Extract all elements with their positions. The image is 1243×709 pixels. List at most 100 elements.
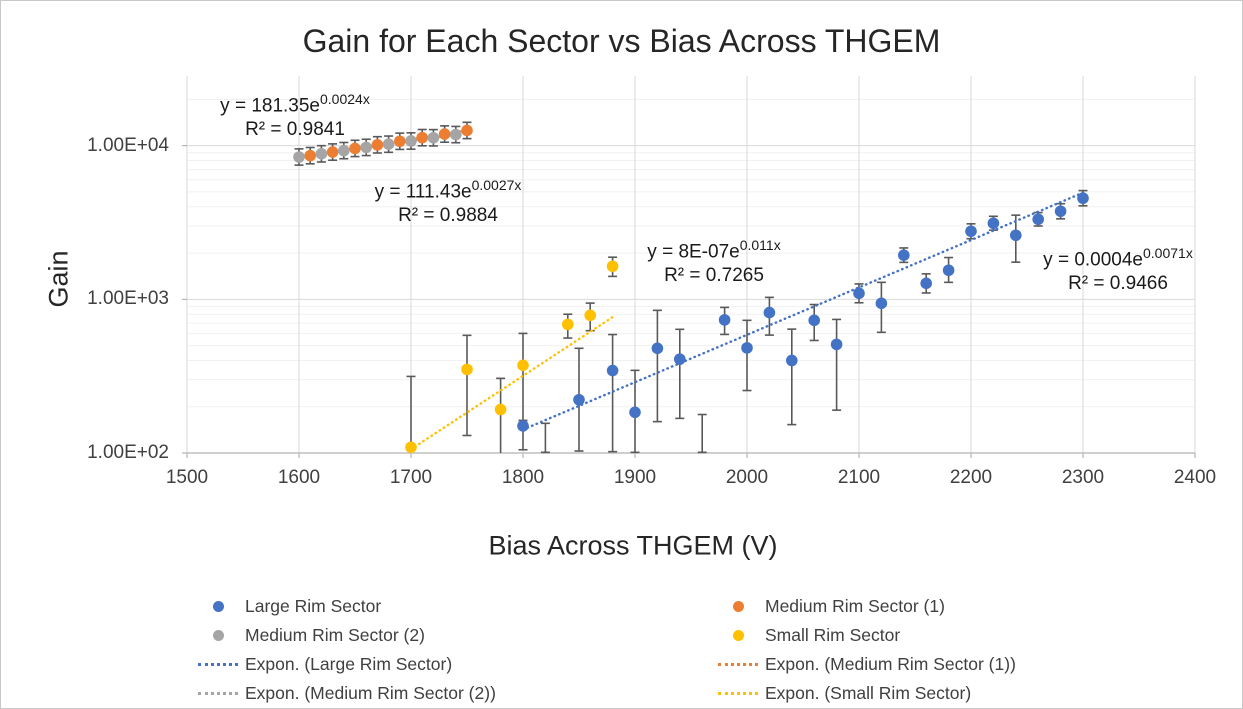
series-marker-icon (212, 629, 224, 641)
x-tick-label: 2300 (1061, 467, 1105, 488)
data-point[interactable] (920, 277, 932, 290)
legend-item-label: Small Rim Sector (765, 624, 901, 645)
legend-item[interactable]: Medium Rim Sector (2) (197, 622, 425, 648)
equation-r-squared: R² = 0.9884 (398, 205, 498, 227)
legend-item-label: Medium Rim Sector (2) (245, 624, 425, 645)
legend-dot-swatch (197, 600, 239, 612)
data-point[interactable] (875, 297, 888, 310)
data-point[interactable] (438, 128, 451, 140)
chart-title: Gain for Each Sector vs Bias Across THGE… (302, 23, 941, 59)
equation-base: y = 181.35e (220, 95, 321, 117)
trendline-equation: y = 0.0004e0.0071x R² = 0.9466 (1043, 241, 1193, 296)
data-point[interactable] (987, 217, 1000, 230)
equation-exponent: 0.0071x (1143, 245, 1193, 261)
data-point[interactable] (371, 139, 384, 151)
data-point[interactable] (360, 141, 373, 154)
data-point[interactable] (562, 318, 574, 331)
data-point[interactable] (349, 142, 361, 155)
trendline[interactable] (521, 191, 1085, 431)
legend-item[interactable]: Small Rim Sector (717, 622, 900, 648)
x-axis-title: Bias Across THGEM (V) (488, 530, 778, 561)
data-point[interactable] (1010, 229, 1022, 242)
x-tick-label: 1500 (165, 467, 209, 488)
x-tick-label: 2200 (949, 467, 993, 488)
equation-r-squared: R² = 0.9841 (245, 119, 345, 141)
y-tick-label: 1.00E+02 (87, 442, 169, 463)
data-point[interactable] (326, 146, 339, 158)
data-point[interactable] (898, 249, 910, 262)
legend-item[interactable]: Large Rim Sector (197, 593, 381, 619)
data-point[interactable] (584, 309, 596, 322)
data-point[interactable] (606, 364, 619, 377)
legend-line-swatch (197, 662, 239, 666)
data-point[interactable] (293, 151, 305, 163)
data-point[interactable] (450, 128, 462, 141)
legend-item[interactable]: Expon. (Medium Rim Sector (2)) (197, 680, 496, 706)
equation-base: y = 111.43e (374, 181, 472, 203)
equation-r-squared: R² = 0.7265 (664, 265, 764, 287)
data-point[interactable] (427, 131, 440, 144)
legend-dot-swatch (197, 629, 239, 641)
equation-exponent: 0.0024x (320, 91, 370, 107)
data-point[interactable] (573, 393, 585, 406)
data-point[interactable] (461, 363, 473, 376)
data-point[interactable] (1032, 213, 1044, 226)
equation-exponent: 0.0027x (471, 177, 522, 193)
data-point[interactable] (338, 144, 350, 157)
trendline[interactable] (409, 315, 614, 451)
data-point[interactable] (808, 314, 820, 327)
data-point[interactable] (315, 147, 328, 160)
legend-item[interactable]: Expon. (Small Rim Sector) (717, 680, 971, 706)
equation-r-squared: R² = 0.9466 (1068, 273, 1168, 295)
y-tick-label: 1.00E+03 (87, 288, 169, 310)
series-marker-icon (732, 600, 744, 612)
data-point[interactable] (416, 131, 429, 144)
data-point[interactable] (629, 406, 641, 419)
equation-base: y = 8E-07e (647, 241, 740, 263)
legend-item[interactable]: Expon. (Large Rim Sector) (197, 651, 452, 677)
data-point[interactable] (674, 353, 686, 365)
trendline-swatch-icon (198, 691, 238, 695)
data-point[interactable] (763, 306, 776, 319)
legend-dot-swatch (717, 600, 759, 612)
series-marker-icon (212, 600, 224, 612)
data-point[interactable] (651, 342, 664, 355)
legend-line-swatch (197, 691, 239, 695)
data-point[interactable] (461, 124, 473, 137)
legend-item-label: Expon. (Small Rim Sector) (765, 682, 972, 703)
equation-exponent: 0.011x (739, 237, 781, 253)
data-point[interactable] (965, 225, 977, 238)
data-point[interactable] (304, 149, 317, 162)
trendline-equation: y = 8E-07e0.011x R² = 0.7265 (647, 233, 780, 288)
data-point[interactable] (382, 138, 395, 151)
data-point[interactable] (517, 359, 529, 372)
plot-area[interactable] (1, 1, 1243, 576)
data-point[interactable] (405, 441, 417, 454)
x-tick-label: 2400 (1173, 467, 1217, 488)
legend-item-label: Expon. (Medium Rim Sector (1)) (765, 653, 1016, 674)
trendline-equation: y = 111.43e0.0027x R² = 0.9884 (375, 173, 522, 228)
data-point[interactable] (830, 338, 843, 351)
data-point[interactable] (494, 403, 507, 416)
legend-item[interactable]: Expon. (Medium Rim Sector (1)) (717, 651, 1016, 677)
data-point[interactable] (786, 354, 798, 367)
trendline-equation: y = 181.35e0.0024x R² = 0.9841 (220, 87, 370, 142)
legend-item-label: Expon. (Medium Rim Sector (2)) (245, 682, 496, 703)
legend-line-swatch (717, 691, 759, 695)
legend-item[interactable]: Medium Rim Sector (1) (717, 593, 945, 619)
data-point[interactable] (1054, 205, 1067, 218)
data-point[interactable] (718, 314, 731, 326)
data-point[interactable] (394, 135, 406, 148)
x-tick-label: 1700 (389, 467, 433, 488)
data-point[interactable] (853, 287, 865, 300)
data-point[interactable] (606, 260, 619, 273)
data-point[interactable] (405, 135, 417, 147)
x-tick-label: 2100 (837, 467, 881, 488)
trendline-swatch-icon (198, 662, 238, 666)
data-point[interactable] (1077, 192, 1089, 205)
data-point[interactable] (942, 264, 955, 277)
equation-base: y = 0.0004e (1043, 249, 1144, 271)
data-point[interactable] (741, 342, 753, 354)
x-tick-label: 1900 (613, 467, 657, 488)
data-point[interactable] (517, 420, 529, 432)
